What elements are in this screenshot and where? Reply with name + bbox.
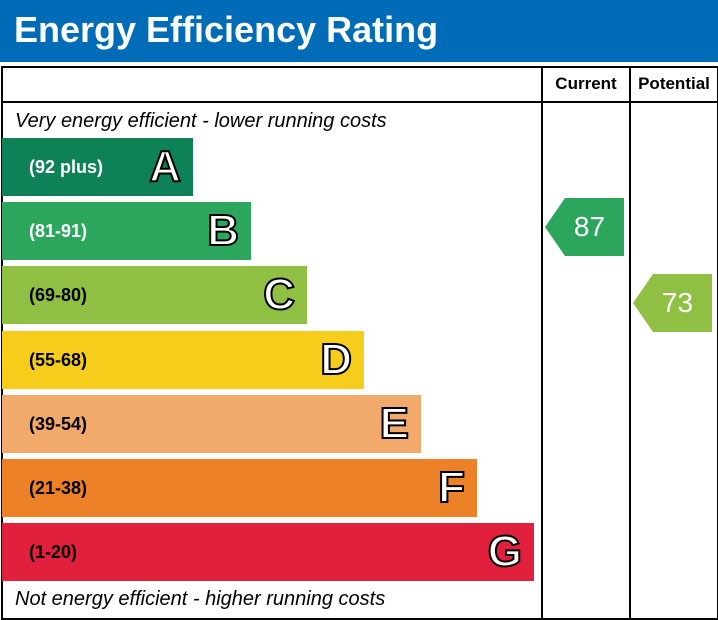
potential-column-header: Potential bbox=[638, 74, 710, 93]
top-caption: Very energy efficient - lower running co… bbox=[15, 110, 387, 132]
band-b: (81-91) B bbox=[2, 202, 251, 260]
band-range-label: (55-68) bbox=[29, 350, 88, 370]
column-divider-current bbox=[541, 66, 543, 618]
band-c: (69-80) C bbox=[2, 266, 307, 324]
page-title: Energy Efficiency Rating bbox=[14, 9, 439, 50]
band-f: (21-38) F bbox=[2, 459, 477, 517]
band-letter: E bbox=[379, 398, 410, 449]
arrow-polygon bbox=[633, 274, 712, 332]
current-column-header: Current bbox=[555, 74, 617, 93]
band-letter: F bbox=[437, 462, 466, 513]
header-row-divider bbox=[1, 101, 717, 103]
potential-rating-value: 73 bbox=[661, 287, 694, 318]
bottom-caption: Not energy efficient - higher running co… bbox=[15, 588, 386, 610]
band-letter: A bbox=[148, 141, 182, 192]
band-letter: B bbox=[206, 205, 240, 256]
header-bar: Energy Efficiency Rating bbox=[0, 0, 718, 62]
band-g: (1-20) G bbox=[2, 523, 534, 581]
band-a: (92 plus) A bbox=[2, 138, 193, 196]
column-divider-potential bbox=[629, 66, 631, 618]
current-rating-value: 87 bbox=[573, 211, 606, 242]
arrow-polygon bbox=[545, 198, 624, 256]
band-letter: G bbox=[487, 526, 523, 577]
band-letter: D bbox=[319, 334, 353, 385]
band-range-label: (92 plus) bbox=[29, 157, 104, 177]
band-range-label: (21-38) bbox=[29, 478, 88, 498]
band-letter: C bbox=[262, 269, 296, 320]
band-d: (55-68) D bbox=[2, 331, 364, 389]
current-rating-arrow: 87 bbox=[545, 198, 624, 256]
band-range-label: (69-80) bbox=[29, 285, 88, 305]
band-range-label: (1-20) bbox=[29, 542, 78, 562]
potential-rating-arrow: 73 bbox=[633, 274, 712, 332]
arrow-shape bbox=[545, 198, 624, 256]
band-range-label: (81-91) bbox=[29, 221, 88, 241]
band-e: (39-54) E bbox=[2, 395, 421, 453]
band-range-label: (39-54) bbox=[29, 414, 88, 434]
arrow-shape bbox=[633, 274, 712, 332]
